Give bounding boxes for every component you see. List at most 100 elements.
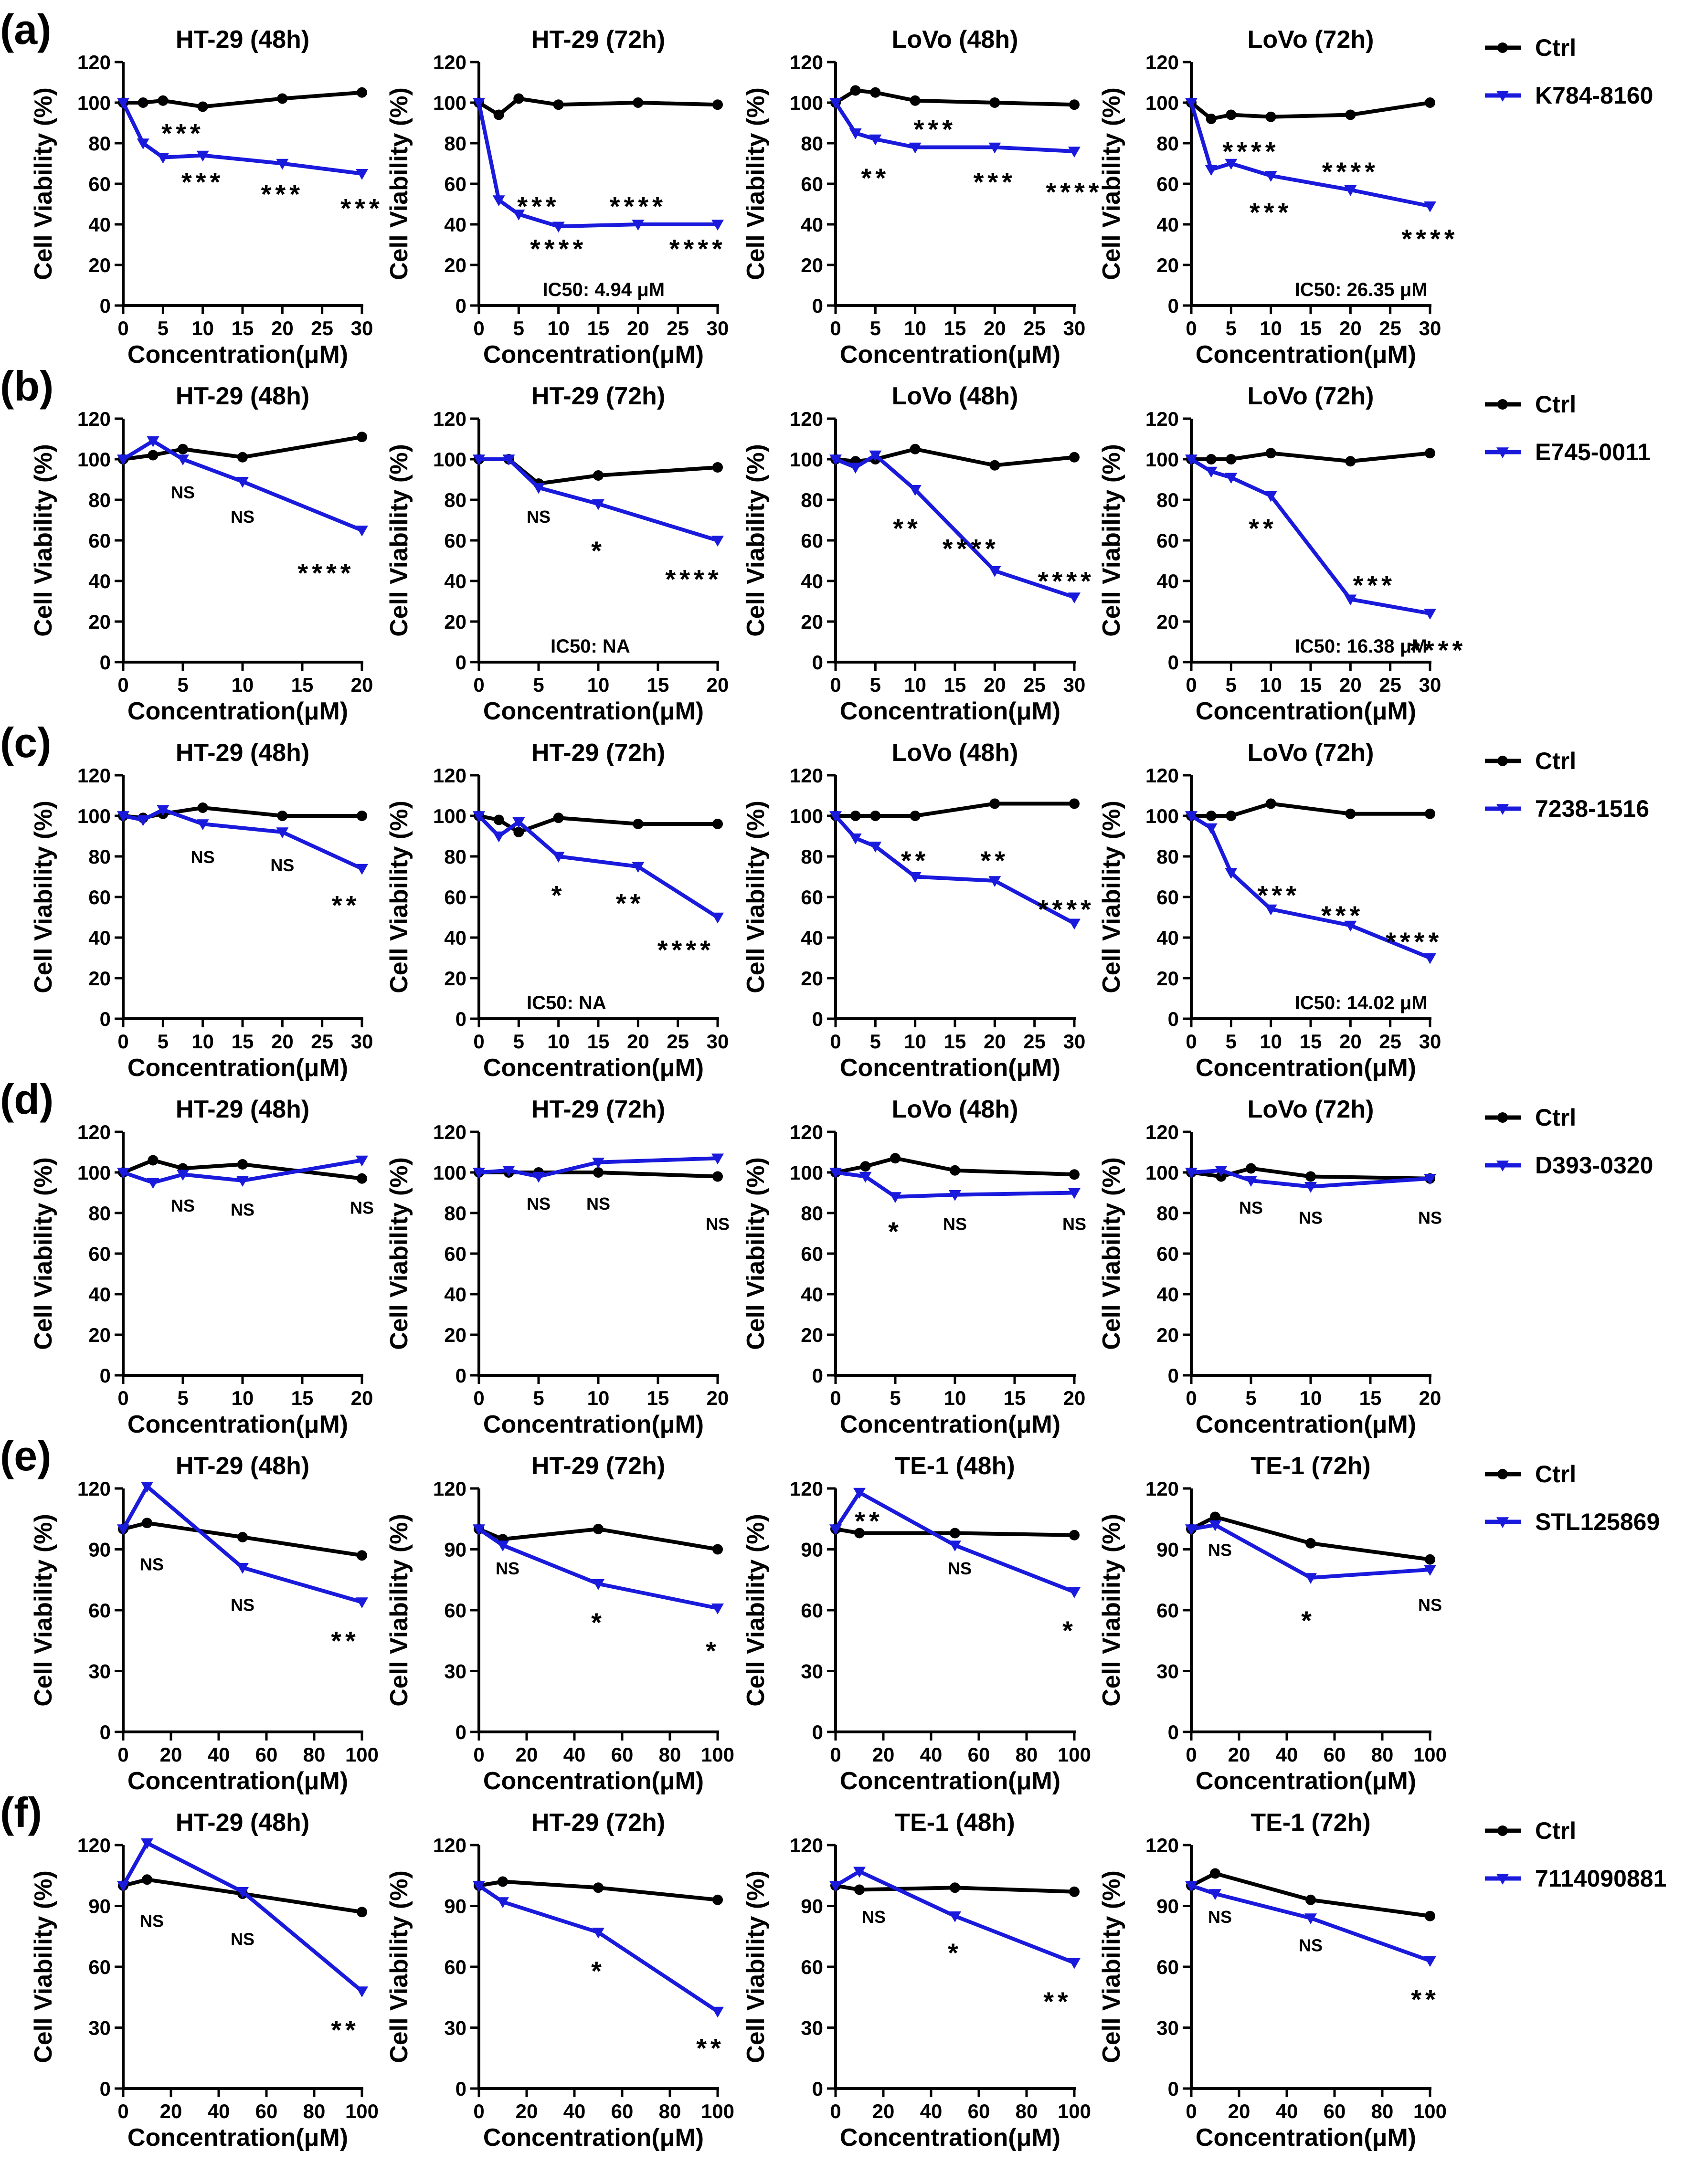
y-tick-label: 80 [1156, 845, 1179, 868]
data-point-ctrl [1069, 99, 1080, 110]
y-tick-label: 0 [812, 1008, 823, 1030]
data-point-ctrl [513, 93, 524, 104]
legend-marker-drug [1496, 447, 1509, 458]
x-tick-label: 80 [659, 1743, 681, 1766]
x-tick-label: 30 [1419, 1030, 1441, 1053]
series-ctrl [1186, 798, 1435, 821]
data-point-drug [1424, 1565, 1436, 1576]
data-point-drug [1209, 1889, 1221, 1900]
data-point-drug [949, 1911, 961, 1922]
x-tick-label: 15 [232, 317, 254, 339]
x-tick-label: 20 [160, 1743, 182, 1766]
series-drug [829, 1168, 1081, 1203]
y-axis-label: Cell Viability (%) [742, 801, 770, 993]
x-tick-label: 20 [1339, 1030, 1362, 1053]
y-tick-label: 120 [1145, 1121, 1179, 1143]
y-tick-label: 120 [77, 51, 111, 74]
x-tick-label: 30 [1063, 317, 1086, 339]
y-tick-label: 90 [88, 1895, 111, 1918]
legend-label-drug: K784-8160 [1535, 82, 1653, 109]
x-tick-label: 10 [1300, 1387, 1322, 1409]
plot: LoVo (72h) 0 20 40 60 80 100 120 0 5 10 15 20 25 30Con… [1098, 739, 1441, 1082]
y-tick-label: 120 [1145, 764, 1179, 787]
series-drug [829, 811, 1081, 930]
y-tick-label: 100 [1145, 92, 1179, 114]
x-tick-label: 5 [533, 674, 544, 696]
y-tick-label: 80 [1156, 1202, 1179, 1224]
data-point-drug [1304, 1573, 1317, 1584]
y-tick-label: 100 [433, 448, 466, 471]
data-point-ctrl [142, 1518, 152, 1529]
y-tick-label: 80 [444, 1202, 466, 1224]
y-tick-label: 30 [1156, 2017, 1179, 2039]
data-point-ctrl [1069, 1886, 1080, 1897]
data-point-ctrl [237, 452, 248, 463]
y-tick-label: 0 [100, 295, 111, 317]
significance-label: NS [231, 1595, 254, 1614]
y-axis-label: Cell Viability (%) [385, 1157, 413, 1350]
x-tick-label: 10 [232, 1387, 254, 1409]
x-tick-label: 10 [191, 317, 214, 339]
y-tick-label: 40 [801, 213, 823, 236]
significance-label: * [1301, 1605, 1315, 1635]
data-point-ctrl [142, 1874, 152, 1885]
data-point-drug [829, 1524, 842, 1535]
data-point-drug [356, 1155, 368, 1167]
plot-title: TE-1 (72h) [1250, 1809, 1370, 1836]
x-tick-label: 25 [667, 1030, 689, 1053]
data-point-ctrl [633, 819, 644, 829]
series-ctrl [830, 85, 1080, 110]
data-point-drug [473, 811, 485, 822]
plot-title: TE-1 (48h) [895, 1809, 1015, 1836]
y-tick-label: 120 [77, 764, 111, 787]
plot: TE-1 (48h) 0 30 60 90 120 0 20 40 60 80 100Concentr… [742, 1452, 1091, 1795]
y-tick-label: 30 [88, 1660, 111, 1683]
x-tick-label: 0 [473, 317, 484, 339]
series-drug [117, 436, 368, 537]
x-tick-label: 80 [1371, 2100, 1394, 2122]
x-tick-label: 0 [1186, 1030, 1197, 1053]
y-tick-label: 120 [1145, 51, 1179, 74]
plot: LoVo (48h) 0 20 40 60 80 100 120 0 5 10 15 20 25 30Con… [742, 26, 1099, 369]
data-point-drug [1424, 1956, 1436, 1967]
x-axis-label: Concentration(μM) [840, 697, 1060, 725]
plot: HT-29 (72h) 0 20 40 60 80 100 120 0 5 10 15 20 25 30Co… [385, 26, 729, 369]
y-tick-label: 60 [1156, 886, 1179, 908]
data-point-ctrl [1226, 811, 1237, 821]
ic50-label: IC50: 26.35 μM [1295, 279, 1428, 300]
y-tick-label: 0 [1168, 651, 1179, 674]
x-axis-label: Concentration(μM) [1196, 2124, 1416, 2152]
x-tick-label: 20 [1228, 2100, 1250, 2122]
series-line-drug [1190, 1884, 1431, 1963]
data-point-ctrl [593, 1167, 604, 1178]
data-point-drug [236, 1176, 249, 1187]
ic50-label: IC50: 16.38 μM [1295, 636, 1428, 657]
series-drug [1185, 811, 1436, 964]
y-tick-label: 20 [444, 1324, 466, 1346]
y-tick-label: 60 [444, 1956, 466, 1978]
x-tick-label: 60 [968, 1743, 990, 1766]
data-point-drug [552, 852, 565, 863]
x-tick-label: 0 [830, 317, 841, 339]
legend-marker-ctrl [1497, 42, 1508, 53]
y-tick-label: 40 [444, 1283, 466, 1306]
data-point-ctrl [1425, 1910, 1435, 1921]
plot: LoVo (48h) 0 20 40 60 80 100 120 0 5 10 15 20 25 30Con… [742, 382, 1091, 725]
x-tick-label: 5 [533, 1387, 544, 1409]
x-axis-label: Concentration(μM) [127, 1411, 348, 1438]
plot-title: LoVo (48h) [892, 739, 1018, 767]
y-tick-label: 80 [444, 132, 466, 155]
data-point-drug [1068, 1587, 1081, 1598]
data-point-ctrl [197, 802, 208, 813]
x-tick-label: 5 [513, 1030, 524, 1053]
y-tick-label: 0 [100, 1721, 111, 1743]
data-point-ctrl [1305, 1894, 1316, 1905]
y-tick-label: 60 [801, 173, 823, 195]
ic50-label: IC50: NA [527, 992, 606, 1013]
y-tick-label: 80 [88, 132, 111, 155]
data-point-drug [196, 150, 209, 162]
data-point-drug [988, 566, 1001, 577]
data-point-drug [632, 862, 645, 873]
data-point-ctrl [1345, 456, 1356, 467]
